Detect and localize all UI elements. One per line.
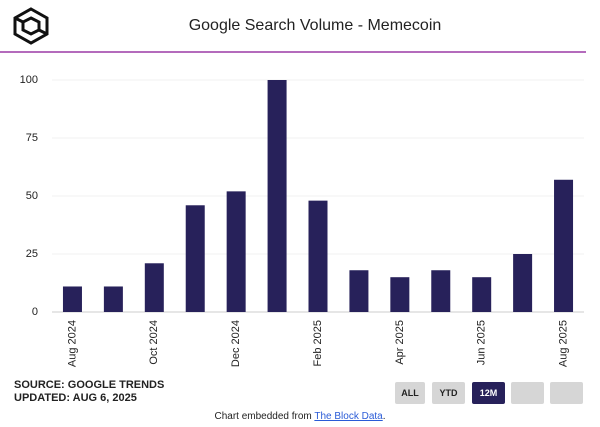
y-tick-label: 75 — [26, 132, 38, 144]
footer-text: Chart embedded from — [214, 411, 312, 422]
range-button[interactable]: ALL — [395, 382, 425, 404]
y-tick-label: 50 — [26, 190, 38, 202]
footer-link[interactable]: The Block Data — [314, 411, 383, 422]
x-tick-label: Dec 2024 — [230, 320, 242, 367]
bar — [513, 254, 533, 312]
bar — [144, 263, 164, 312]
footer: Chart embedded from The Block Data. — [0, 411, 600, 422]
bar — [349, 270, 369, 312]
x-tick-label: Apr 2025 — [394, 320, 406, 365]
range-button[interactable]: 12M — [472, 382, 505, 404]
bar — [103, 286, 123, 312]
bar — [431, 270, 451, 312]
logo — [13, 7, 49, 45]
bar — [267, 80, 287, 312]
bar — [185, 205, 205, 312]
range-button[interactable] — [511, 382, 544, 404]
range-button[interactable]: YTD — [432, 382, 465, 404]
updated: UPDATED: AUG 6, 2025 — [14, 392, 137, 404]
bar — [62, 286, 82, 312]
source: SOURCE: GOOGLE TRENDS — [14, 379, 165, 391]
x-tick-label: Jun 2025 — [476, 320, 488, 365]
chart-title: Google Search Volume - Memecoin — [189, 17, 442, 34]
y-tick-label: 25 — [26, 248, 38, 260]
x-tick-label: Oct 2024 — [148, 320, 160, 365]
bar — [472, 277, 492, 312]
bar — [390, 277, 410, 312]
bar — [226, 191, 246, 312]
y-tick-label: 100 — [20, 74, 38, 86]
x-tick-label: Aug 2024 — [66, 320, 78, 367]
x-tick-label: Feb 2025 — [312, 320, 324, 366]
footer-text: . — [382, 411, 386, 422]
chart: Google Search Volume - Memecoin 0 25 50 75 1… — [0, 7, 586, 367]
x-tick-label: Aug 2025 — [557, 320, 569, 367]
bar — [554, 179, 574, 312]
y-tick-label: 0 — [32, 306, 38, 318]
range-button[interactable] — [550, 382, 583, 404]
bar — [308, 200, 328, 312]
